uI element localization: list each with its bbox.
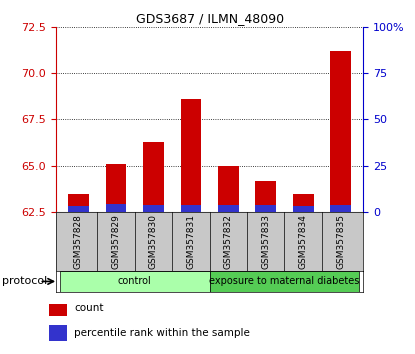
Bar [256, 205, 276, 212]
Bar [210, 271, 359, 292]
Text: protocol: protocol [2, 276, 47, 286]
Bar [68, 206, 89, 212]
Text: GSM357833: GSM357833 [261, 214, 270, 269]
Text: GSM357834: GSM357834 [299, 214, 308, 269]
Bar [106, 204, 126, 212]
Text: count: count [74, 303, 104, 313]
Bar [330, 205, 351, 212]
Text: GSM357829: GSM357829 [112, 214, 120, 269]
Text: GSM357831: GSM357831 [186, 214, 195, 269]
Text: control: control [118, 276, 151, 286]
Bar [256, 181, 276, 212]
Bar [218, 166, 239, 212]
Text: GSM357835: GSM357835 [336, 214, 345, 269]
Bar [293, 194, 313, 212]
Text: GSM357830: GSM357830 [149, 214, 158, 269]
Bar [330, 51, 351, 212]
Bar [60, 271, 210, 292]
Bar [68, 194, 89, 212]
Text: exposure to maternal diabetes: exposure to maternal diabetes [209, 276, 360, 286]
Title: GDS3687 / ILMN_48090: GDS3687 / ILMN_48090 [136, 12, 283, 25]
Bar [218, 205, 239, 212]
Text: GSM357832: GSM357832 [224, 214, 233, 269]
Bar [181, 99, 201, 212]
Bar [49, 300, 67, 316]
Text: percentile rank within the sample: percentile rank within the sample [74, 329, 250, 338]
Text: GSM357828: GSM357828 [74, 214, 83, 269]
Bar [143, 142, 164, 212]
Bar [293, 206, 313, 212]
Bar [106, 164, 126, 212]
Bar [49, 325, 67, 341]
Bar [181, 205, 201, 212]
Bar [143, 205, 164, 212]
